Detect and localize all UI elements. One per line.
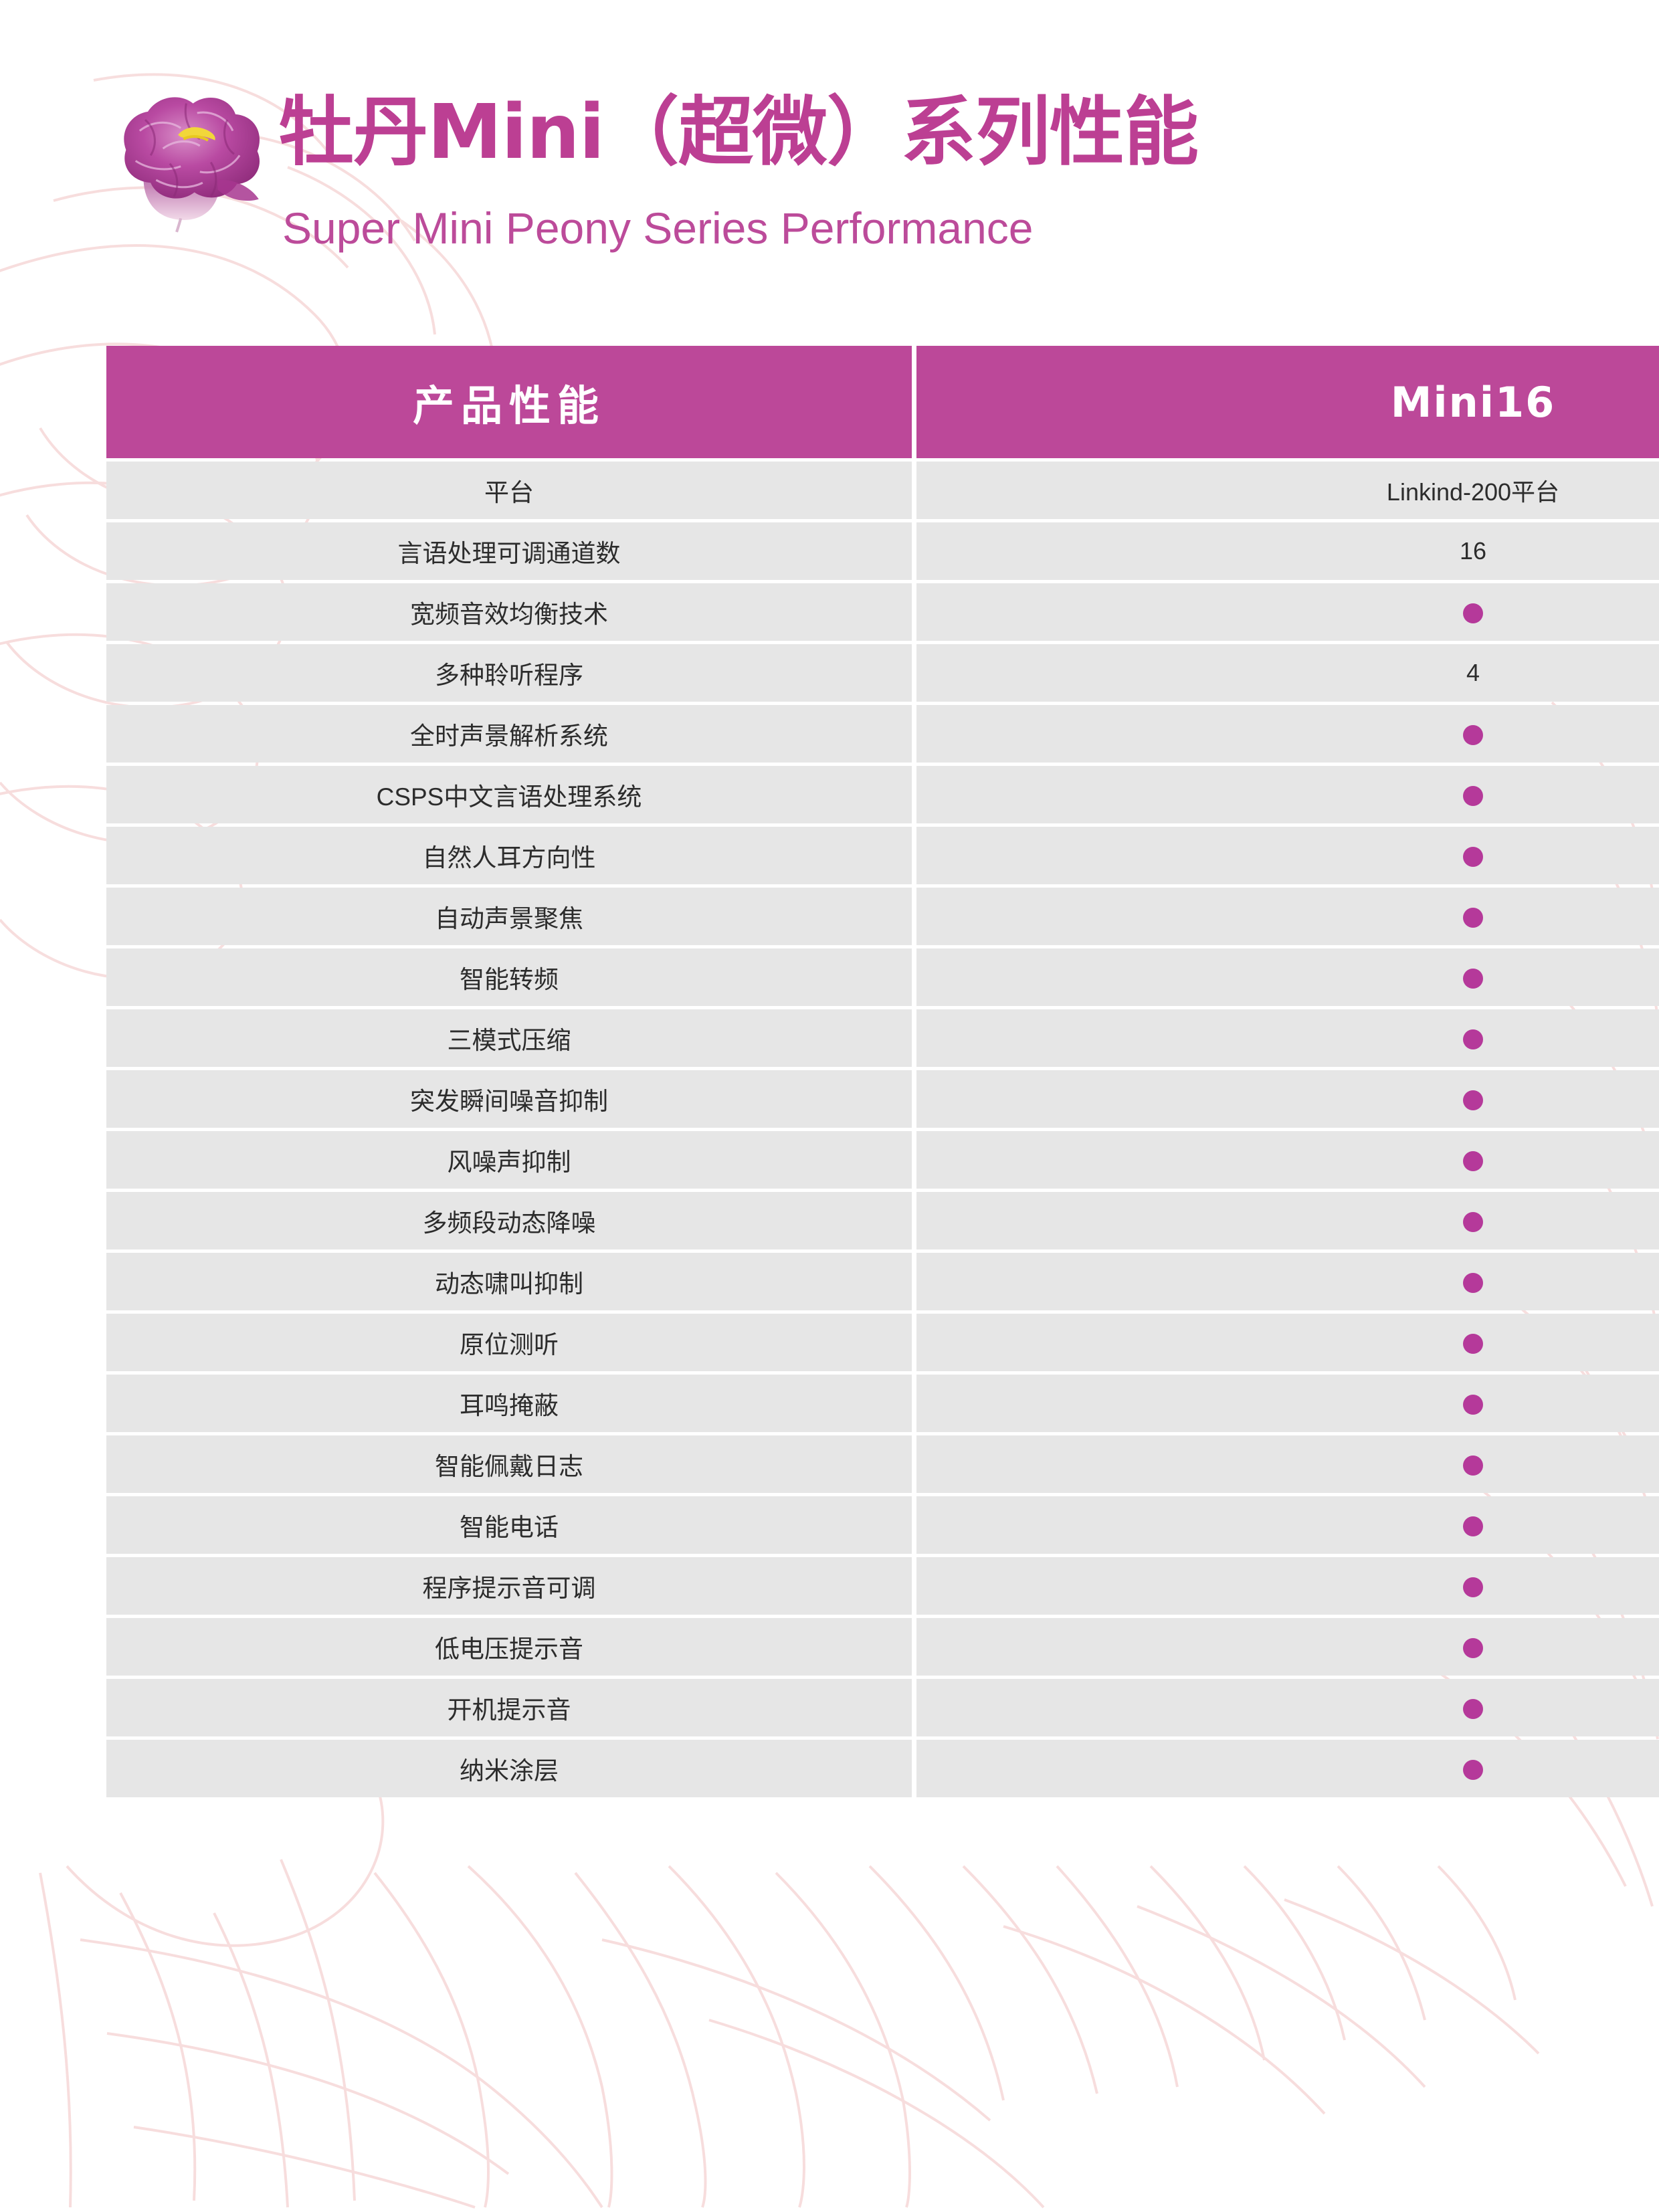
supported-filled-dot-icon xyxy=(1463,1638,1483,1659)
supported-filled-dot-icon xyxy=(1463,786,1483,807)
mini16-value-cell xyxy=(916,827,1659,884)
feature-label: 平台 xyxy=(106,462,912,519)
mini16-value-cell xyxy=(916,1618,1659,1676)
table-row: 言语处理可调通道数1612 xyxy=(106,522,1659,580)
feature-label: 开机提示音 xyxy=(106,1679,912,1736)
column-header-mini16: Mini16 xyxy=(916,346,1659,458)
supported-filled-dot-icon xyxy=(1463,908,1483,928)
mini16-value-cell xyxy=(916,766,1659,823)
table-row: 动态啸叫抑制 xyxy=(106,1253,1659,1310)
table-row: 智能转频 xyxy=(106,948,1659,1006)
supported-filled-dot-icon xyxy=(1463,1577,1483,1598)
feature-label: 程序提示音可调 xyxy=(106,1557,912,1615)
supported-filled-dot-icon xyxy=(1463,1516,1483,1537)
supported-filled-dot-icon xyxy=(1463,1029,1483,1050)
table-row: 宽频音效均衡技术 xyxy=(106,583,1659,641)
table-row: 多种聆听程序44 xyxy=(106,644,1659,702)
supported-filled-dot-icon xyxy=(1463,725,1483,746)
page-title: 牡丹Mini（超微）系列性能 xyxy=(279,89,1199,176)
feature-label: 低电压提示音 xyxy=(106,1618,912,1676)
table-header-row: 产品性能 Mini16 Mini12 xyxy=(106,346,1659,458)
table-row: 风噪声抑制 xyxy=(106,1131,1659,1189)
table-row: 自然人耳方向性 xyxy=(106,827,1659,884)
mini16-value-cell xyxy=(916,888,1659,945)
mini16-value-cell xyxy=(916,1009,1659,1067)
table-row: 低电压提示音 xyxy=(106,1618,1659,1676)
mini16-value-cell xyxy=(916,705,1659,763)
feature-label: 三模式压缩 xyxy=(106,1009,912,1067)
mini16-value-cell xyxy=(916,1679,1659,1736)
supported-filled-dot-icon xyxy=(1463,1273,1483,1294)
table-row: 原位测听 xyxy=(106,1314,1659,1371)
mini16-value-cell xyxy=(916,1253,1659,1310)
table-row: 全时声景解析系统 xyxy=(106,705,1659,763)
table-row: 三模式压缩 xyxy=(106,1009,1659,1067)
feature-label: 全时声景解析系统 xyxy=(106,705,912,763)
mini16-value-cell xyxy=(916,1435,1659,1493)
table-row: 自动声景聚焦 xyxy=(106,888,1659,945)
supported-filled-dot-icon xyxy=(1463,1395,1483,1415)
supported-filled-dot-icon xyxy=(1463,1699,1483,1720)
feature-label: 言语处理可调通道数 xyxy=(106,522,912,580)
mini16-value-cell: 4 xyxy=(916,644,1659,702)
table-body: 平台Linkind-200平台Linkind-200平台言语处理可调通道数161… xyxy=(106,462,1659,1797)
feature-label: 多频段动态降噪 xyxy=(106,1192,912,1249)
feature-label: 耳鸣掩蔽 xyxy=(106,1375,912,1432)
peony-flower-icon xyxy=(124,97,260,233)
table-row: 智能电话 xyxy=(106,1496,1659,1554)
table-row: CSPS中文言语处理系统 xyxy=(106,766,1659,823)
supported-filled-dot-icon xyxy=(1463,1334,1483,1354)
mini16-value-cell: 16 xyxy=(916,522,1659,580)
feature-label: 多种聆听程序 xyxy=(106,644,912,702)
feature-label: 智能佩戴日志 xyxy=(106,1435,912,1493)
feature-label: 纳米涂层 xyxy=(106,1740,912,1797)
spec-comparison-table: 产品性能 Mini16 Mini12 平台Linkind-200平台Linkin… xyxy=(102,342,1659,1801)
supported-filled-dot-icon xyxy=(1463,1455,1483,1476)
feature-label: 智能转频 xyxy=(106,948,912,1006)
table-row: 多频段动态降噪 xyxy=(106,1192,1659,1249)
feature-label: 自动声景聚焦 xyxy=(106,888,912,945)
supported-filled-dot-icon xyxy=(1463,1212,1483,1233)
mini16-value-cell xyxy=(916,948,1659,1006)
mini16-value-cell: Linkind-200平台 xyxy=(916,462,1659,519)
table-row: 纳米涂层 xyxy=(106,1740,1659,1797)
mini16-value-cell xyxy=(916,1375,1659,1432)
mini16-value-cell xyxy=(916,1192,1659,1249)
feature-label: 风噪声抑制 xyxy=(106,1131,912,1189)
table-row: 程序提示音可调 xyxy=(106,1557,1659,1615)
mini16-value-cell xyxy=(916,1131,1659,1189)
supported-filled-dot-icon xyxy=(1463,1151,1483,1172)
page-subtitle: Super Mini Peony Series Performance xyxy=(282,203,1034,253)
table-row: 耳鸣掩蔽 xyxy=(106,1375,1659,1432)
mini16-value-cell xyxy=(916,1557,1659,1615)
mini16-value-cell xyxy=(916,1740,1659,1797)
feature-label: 宽频音效均衡技术 xyxy=(106,583,912,641)
feature-label: 自然人耳方向性 xyxy=(106,827,912,884)
table-row: 智能佩戴日志 xyxy=(106,1435,1659,1493)
table-row: 开机提示音 xyxy=(106,1679,1659,1736)
supported-filled-dot-icon xyxy=(1463,969,1483,989)
supported-filled-dot-icon xyxy=(1463,603,1483,624)
table-head: 产品性能 Mini16 Mini12 xyxy=(106,346,1659,458)
supported-filled-dot-icon xyxy=(1463,1760,1483,1781)
feature-label: 原位测听 xyxy=(106,1314,912,1371)
feature-label: CSPS中文言语处理系统 xyxy=(106,766,912,823)
supported-filled-dot-icon xyxy=(1463,847,1483,868)
supported-filled-dot-icon xyxy=(1463,1090,1483,1111)
mini16-value-cell xyxy=(916,1496,1659,1554)
feature-label: 智能电话 xyxy=(106,1496,912,1554)
table-row: 突发瞬间噪音抑制 xyxy=(106,1070,1659,1128)
feature-label: 动态啸叫抑制 xyxy=(106,1253,912,1310)
mini16-value-cell xyxy=(916,1314,1659,1371)
column-header-feature: 产品性能 xyxy=(106,346,912,458)
page-header: 牡丹Mini（超微）系列性能 Super Mini Peony Series P… xyxy=(102,80,1560,294)
mini16-value-cell xyxy=(916,1070,1659,1128)
mini16-value-cell xyxy=(916,583,1659,641)
feature-label: 突发瞬间噪音抑制 xyxy=(106,1070,912,1128)
